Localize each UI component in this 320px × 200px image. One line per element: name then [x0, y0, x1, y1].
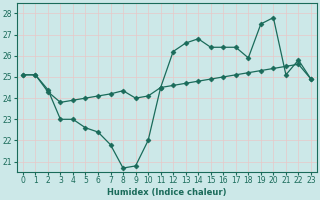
X-axis label: Humidex (Indice chaleur): Humidex (Indice chaleur)	[107, 188, 227, 197]
